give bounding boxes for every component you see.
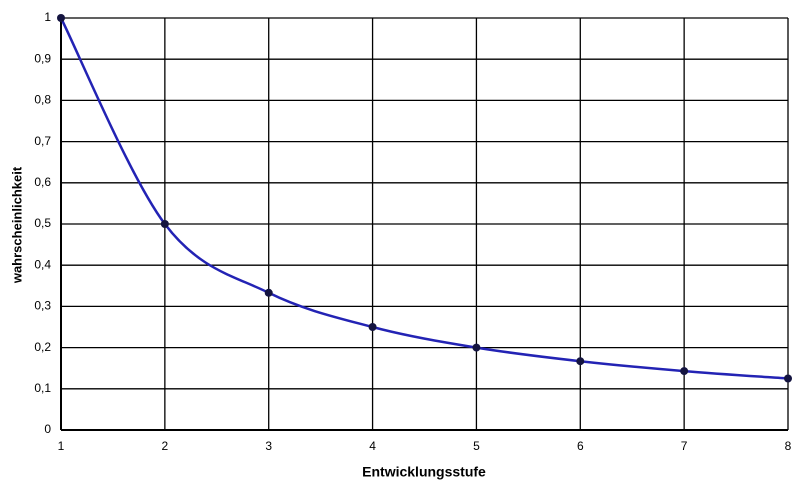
x-tick-label: 7 [681,439,688,453]
x-tick-label: 8 [785,439,792,453]
y-tick-label: 1 [44,10,51,24]
x-tick-label: 1 [58,439,65,453]
point [472,343,481,352]
y-axis-title: wahrscheinlichkeit [9,166,24,284]
point [680,367,689,376]
y-tick-label: 0,9 [34,51,51,65]
line [59,17,789,380]
y-tick-label: 0,8 [34,93,51,107]
point [57,14,65,22]
point [576,357,585,366]
x-tick-label: 2 [162,439,169,453]
y-tick-label: 0,2 [34,340,51,354]
y-tick-label: 0,6 [34,175,51,189]
y-tick-label: 0,5 [34,216,51,230]
x-tick-label: 3 [265,439,272,453]
y-tick-label: 0,1 [34,381,51,395]
x-axis-title: Entwicklungsstufe [362,464,486,480]
y-tick-label: 0,7 [34,134,51,148]
y-tick-label: 0,3 [34,299,51,313]
x-tick-label: 6 [577,439,584,453]
point [264,288,273,297]
point [160,220,169,228]
point [368,323,377,331]
point [784,374,792,383]
y-tick-label: 0,4 [34,257,51,271]
x-tick-label: 4 [369,439,376,453]
y-tick-label: 0 [44,422,51,436]
x-tick-label: 5 [473,439,480,453]
